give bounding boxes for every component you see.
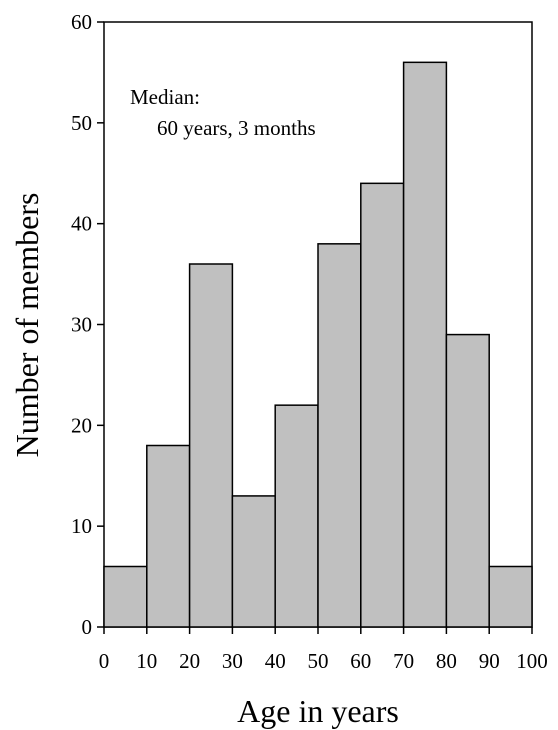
x-tick-label-20: 20 [179, 649, 200, 673]
histogram-bar-60-70 [360, 182, 405, 628]
x-tick-label-70: 70 [393, 649, 414, 673]
bars-group [103, 61, 533, 628]
y-tick-label-50: 50 [71, 111, 92, 135]
histogram-bar-40-50 [274, 404, 319, 628]
x-axis: 0 10 20 30 40 50 60 70 80 90 100 [99, 627, 548, 673]
x-tick-label-50: 50 [308, 649, 329, 673]
histogram-bar-70-80 [402, 61, 448, 628]
annotation-median-value: 60 years, 3 months [157, 116, 316, 140]
x-tick-label-10: 10 [136, 649, 157, 673]
y-tick-label-20: 20 [71, 413, 92, 437]
y-tick-label-30: 30 [71, 313, 92, 337]
x-tick-label-40: 40 [265, 649, 286, 673]
histogram-bar-50-60 [317, 243, 362, 628]
histogram-bar-10-20 [146, 444, 191, 628]
y-tick-label-40: 40 [71, 212, 92, 236]
x-tick-label-60: 60 [350, 649, 371, 673]
x-tick-label-80: 80 [436, 649, 457, 673]
x-tick-label-30: 30 [222, 649, 243, 673]
histogram-bar-20-30 [188, 263, 234, 628]
y-tick-label-10: 10 [71, 514, 92, 538]
x-tick-label-100: 100 [516, 649, 548, 673]
annotation-median-label: Median: [130, 85, 200, 109]
histogram-bar-80-90 [445, 333, 490, 628]
x-tick-label-90: 90 [479, 649, 500, 673]
y-axis: 0 10 20 30 40 50 60 [71, 10, 104, 639]
y-tick-label-60: 60 [71, 10, 92, 34]
histogram-bar-0-10 [103, 565, 148, 628]
histogram-bar-90-100 [488, 565, 533, 628]
x-tick-label-0: 0 [99, 649, 110, 673]
y-axis-title: Number of members [9, 193, 45, 458]
x-axis-title: Age in years [237, 693, 399, 729]
histogram-bar-30-40 [231, 495, 276, 628]
y-tick-label-0: 0 [82, 615, 93, 639]
